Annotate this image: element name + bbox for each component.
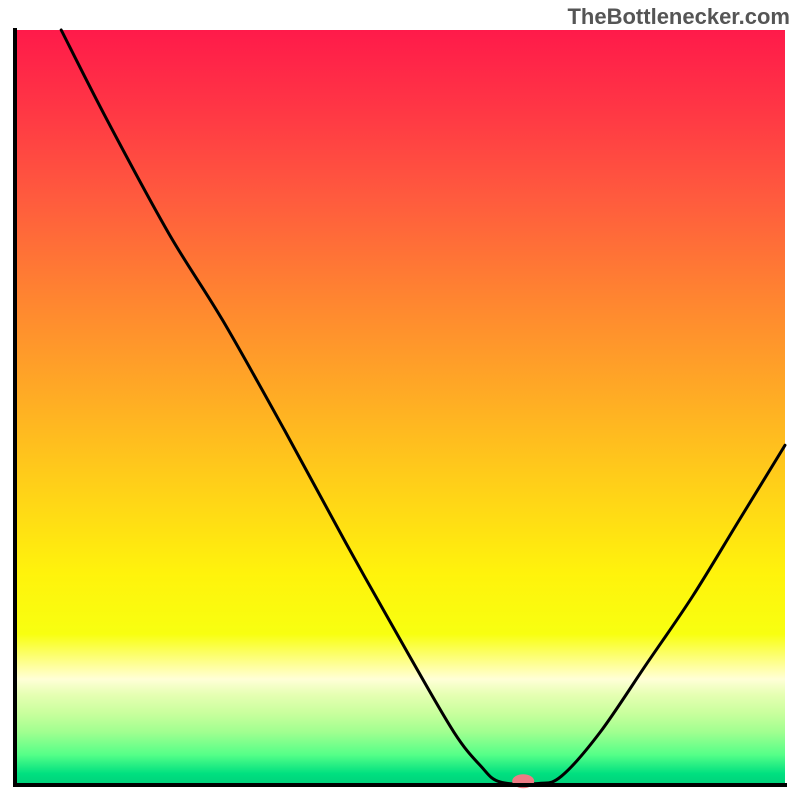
- gradient-background: [15, 30, 785, 785]
- watermark-text: TheBottlenecker.com: [567, 4, 790, 30]
- bottleneck-chart: [0, 0, 800, 800]
- chart-container: TheBottlenecker.com: [0, 0, 800, 800]
